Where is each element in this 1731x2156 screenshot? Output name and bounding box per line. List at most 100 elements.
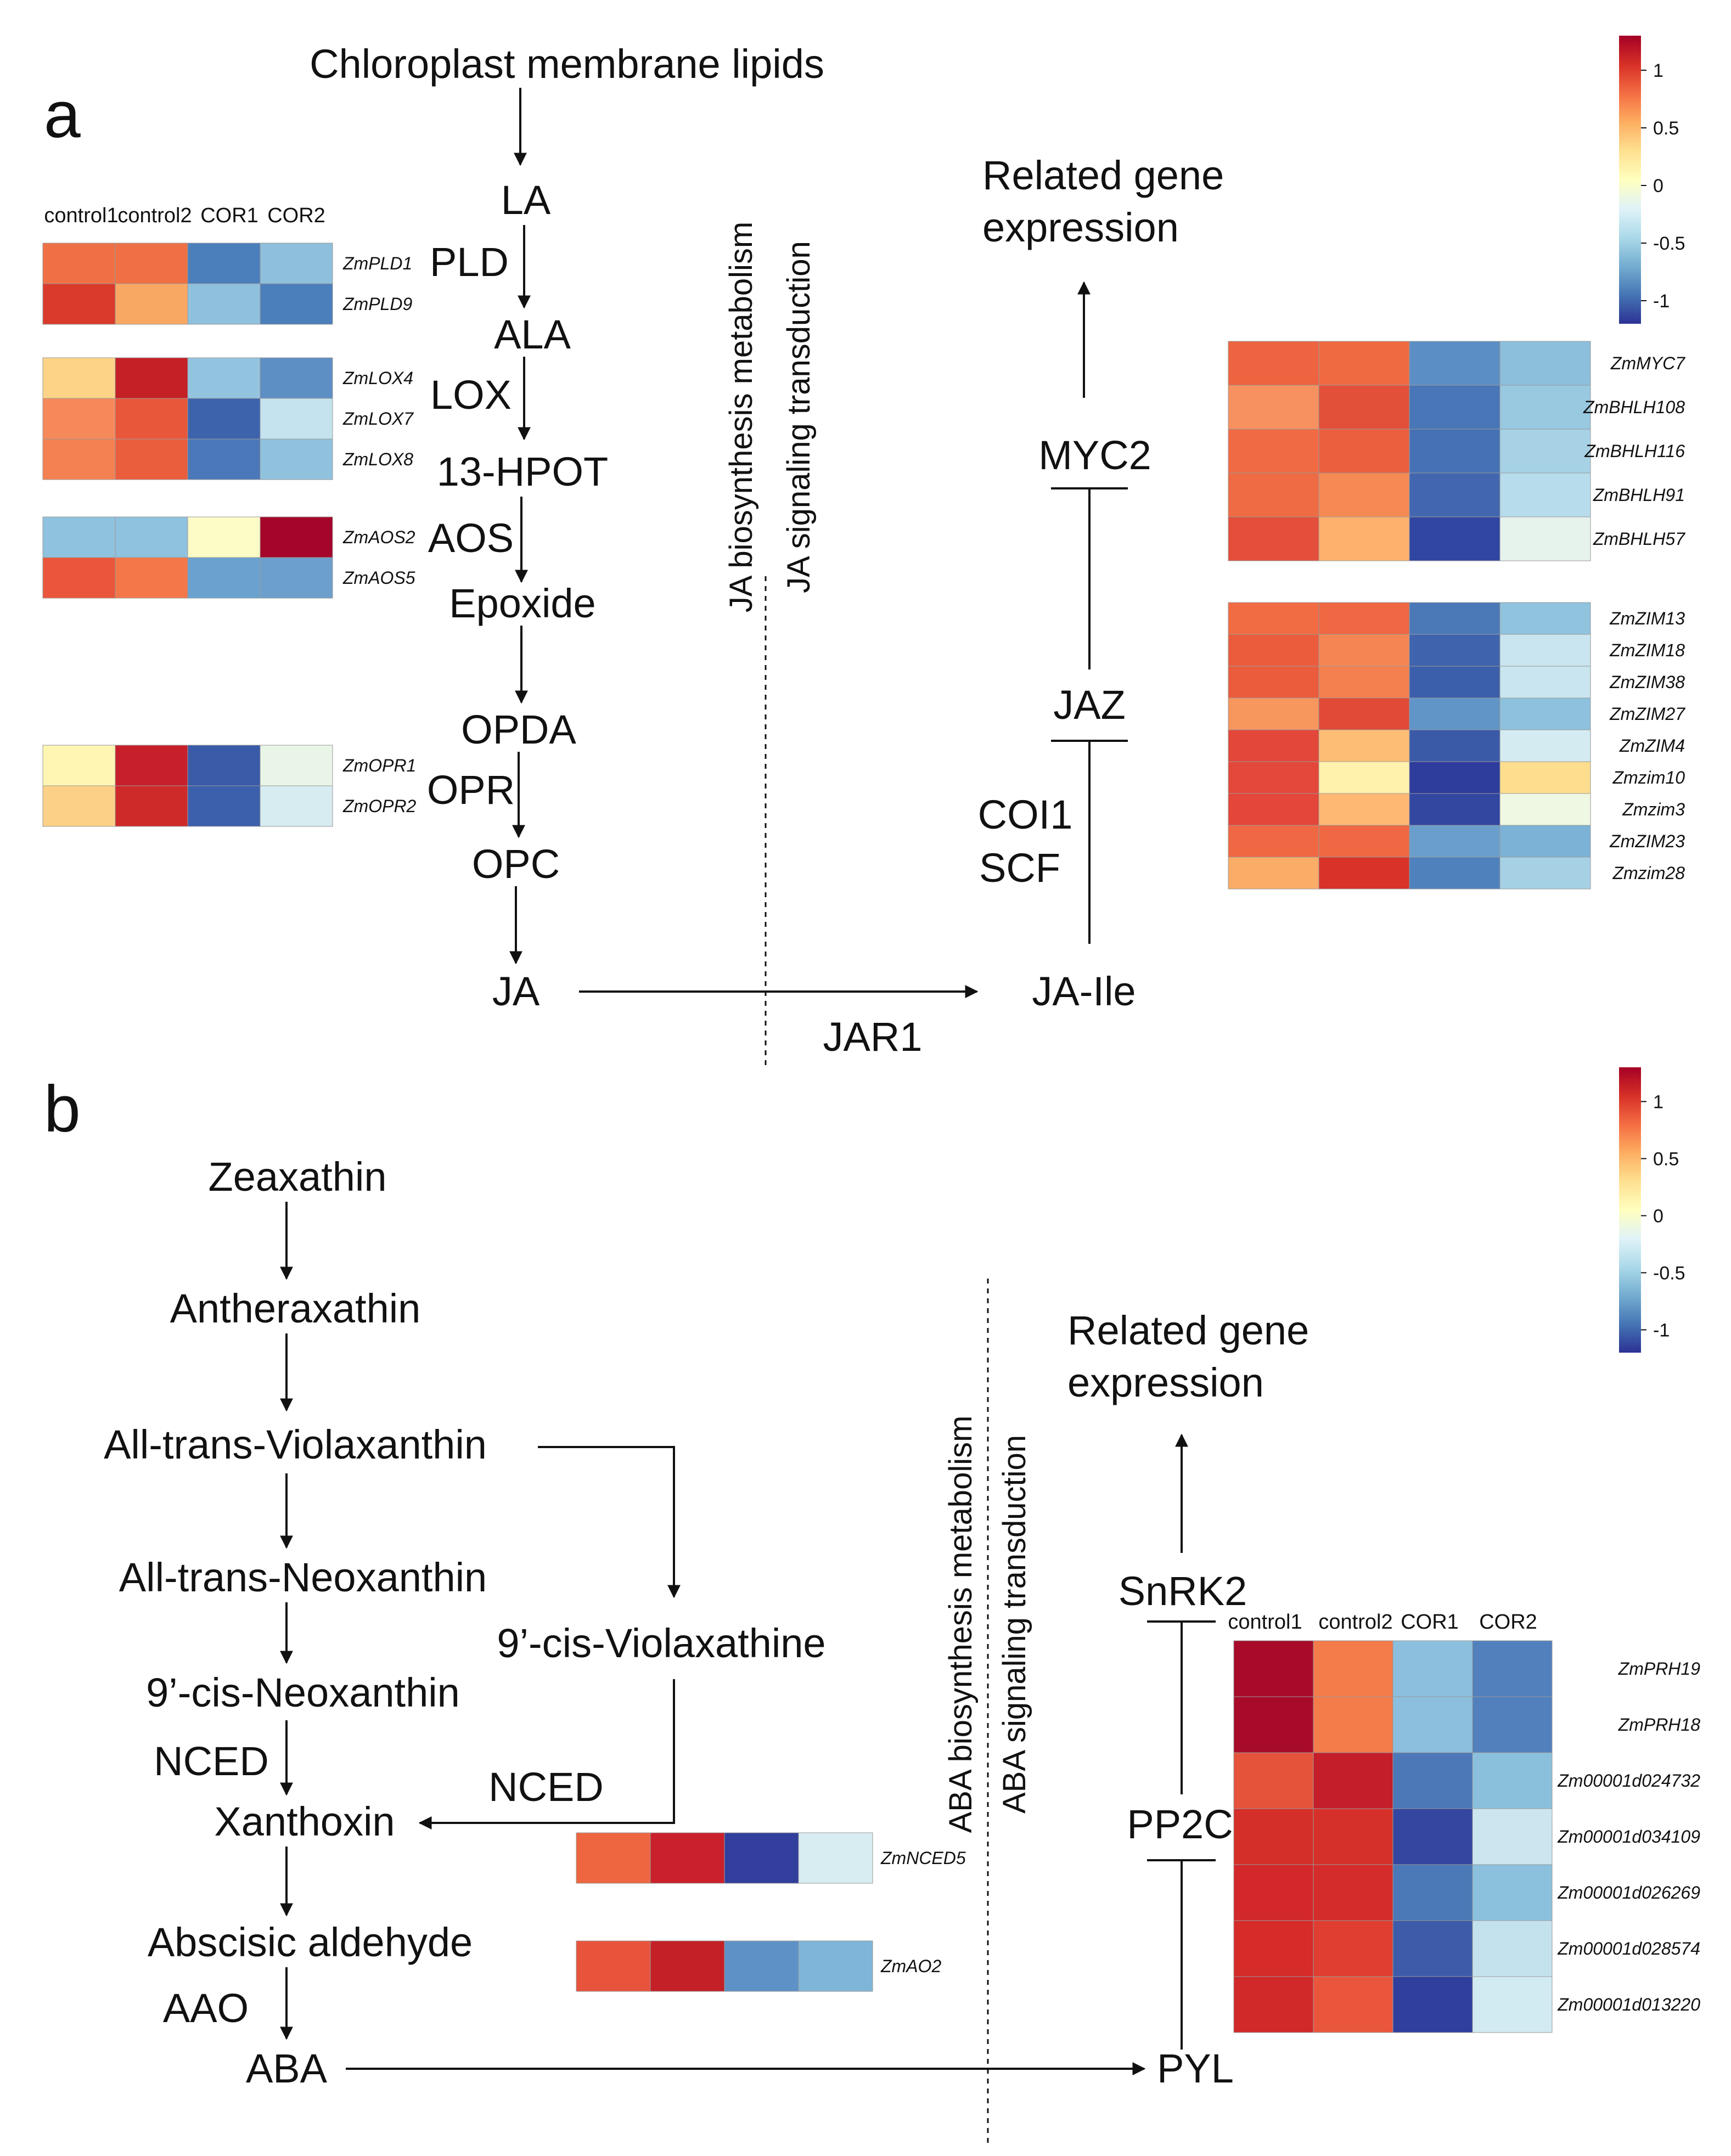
- aba-nced-heatmaps: ZmNCED5 ZmAO2: [576, 1832, 966, 1992]
- aba-right-col-header-2: COR1: [1401, 1611, 1459, 1634]
- aba-right-cell-5-2: [1392, 1920, 1473, 1977]
- aba-right-cell-1-1: [1313, 1696, 1393, 1753]
- ja-left-2-cell-1-0: [42, 557, 116, 599]
- ja-right-1-gene-6: Zmzim3: [1622, 800, 1685, 819]
- jar1-label: JAR1: [823, 1014, 923, 1060]
- aba-right-cell-0-2: [1392, 1640, 1473, 1697]
- ja-right-1-cell-7-3: [1499, 825, 1591, 858]
- aba-right-cell-3-0: [1233, 1808, 1314, 1865]
- aos-label: AOS: [428, 515, 514, 561]
- ja-right-1-cell-6-2: [1409, 793, 1500, 826]
- legend-b-colorbar: [1619, 1067, 1641, 1353]
- opr-label: OPR: [427, 767, 515, 813]
- ja-right-1-cell-4-1: [1318, 729, 1410, 762]
- ja-left-1-cell-0-1: [115, 357, 188, 399]
- aba-right-gene-2: Zm00001d024732: [1557, 1771, 1700, 1791]
- legend-a-tick-3: -0.5: [1653, 233, 1685, 254]
- cis-violaxathine-label: 9’-cis-Violaxathine: [497, 1620, 825, 1666]
- neoxanthin-label: All-trans-Neoxanthin: [119, 1555, 487, 1600]
- aba-signaling-label: ABA signaling transduction: [997, 1435, 1032, 1814]
- aba-nced-1-cell-0-3: [798, 1940, 873, 1992]
- aba-right-cell-1-3: [1472, 1696, 1553, 1753]
- aba-nced-gene-0: ZmNCED5: [880, 1848, 966, 1868]
- ja-left-0-cell-1-0: [42, 283, 116, 325]
- ja-left-1-cell-0-3: [260, 357, 333, 399]
- ja-right-0-cell-3-0: [1228, 472, 1319, 517]
- aba-right-cell-3-3: [1472, 1808, 1553, 1865]
- ja-right-1-cell-1-3: [1499, 634, 1591, 667]
- ja-related-gene-label: Related gene: [982, 153, 1224, 198]
- ja-left-3-cell-1-2: [187, 785, 261, 827]
- ja-right-1-gene-1: ZmZIM18: [1609, 640, 1685, 660]
- aba-right-gene-6: Zm00001d013220: [1557, 1995, 1700, 2014]
- legend-a-colorbar: [1619, 36, 1641, 324]
- ja-right-1-gene-8: Zmzim28: [1612, 863, 1685, 883]
- aba-right-cell-5-3: [1472, 1920, 1553, 1977]
- ja-left-2-cell-0-0: [42, 516, 116, 558]
- aba-right-heatmap: ZmPRH19 ZmPRH18 Zm00001d024732 Zm00001d0341…: [1228, 1611, 1700, 2033]
- ja-right-1-cell-7-2: [1409, 825, 1500, 858]
- ja-right-1-cell-6-0: [1228, 793, 1319, 826]
- legend-b-tick-4: -1: [1653, 1320, 1670, 1341]
- ja-right-1-gene-7: ZmZIM23: [1609, 831, 1685, 851]
- aba-label: ABA: [246, 2046, 328, 2091]
- xanthoxin-label: Xanthoxin: [214, 1799, 395, 1844]
- ja-signaling-label: JA signaling transduction: [781, 241, 817, 593]
- ja-right-0-cell-4-3: [1499, 516, 1591, 561]
- panel-a-label: a: [44, 78, 81, 151]
- ja-left-0-cell-0-3: [260, 243, 333, 284]
- ja-right-1-gene-4: ZmZIM4: [1619, 736, 1685, 756]
- ja-left-2-cell-1-3: [260, 557, 333, 599]
- aba-nced-1-cell-0-0: [576, 1940, 651, 1992]
- ja-right-0-cell-1-2: [1409, 385, 1500, 430]
- ja-left-3-cell-1-0: [42, 785, 116, 827]
- ja-left-1-cell-1-0: [42, 398, 116, 440]
- ja-right-1-cell-5-3: [1499, 761, 1591, 794]
- ja-left-2-gene-1: ZmAOS5: [342, 568, 415, 588]
- ja-right-1-cell-5-2: [1409, 761, 1500, 794]
- ja-left-0-gene-0: ZmPLD1: [342, 254, 412, 273]
- ja-right-1-cell-2-3: [1499, 666, 1591, 699]
- ja-left-col-header-1: control2: [117, 204, 192, 227]
- ja-right-0-gene-4: ZmBHLH57: [1593, 529, 1685, 549]
- ja-left-2-cell-1-2: [187, 557, 261, 599]
- ja-left-0-cell-0-1: [115, 243, 188, 284]
- aba-right-gene-1: ZmPRH18: [1618, 1715, 1701, 1735]
- aba-nced-1-cell-0-1: [650, 1940, 725, 1992]
- ja-right-1-cell-8-1: [1318, 857, 1410, 890]
- ja-right-1-cell-3-1: [1318, 697, 1410, 730]
- ja-right-1-cell-5-1: [1318, 761, 1410, 794]
- aba-right-cell-6-1: [1313, 1976, 1393, 2033]
- scf-label: SCF: [979, 845, 1060, 891]
- aao-label: AAO: [163, 1985, 249, 2031]
- aba-right-gene-5: Zm00001d028574: [1557, 1939, 1700, 1958]
- aba-right-cell-0-0: [1233, 1640, 1314, 1697]
- ja-left-1-gene-1: ZmLOX7: [342, 409, 414, 429]
- ja-left-2-gene-0: ZmAOS2: [342, 527, 415, 547]
- ja-right-1-cell-3-2: [1409, 697, 1500, 730]
- aba-right-col-header-0: control1: [1228, 1611, 1302, 1634]
- ja-ile-label: JA-Ile: [1032, 969, 1136, 1014]
- ja-right-1-cell-7-0: [1228, 825, 1319, 858]
- ja-right-0-cell-3-2: [1409, 472, 1500, 517]
- ja-left-2-cell-0-1: [115, 516, 188, 558]
- cis-neoxanthin-label: 9’-cis-Neoxanthin: [146, 1670, 460, 1715]
- ja-right-1-gene-5: Zmzim10: [1612, 768, 1685, 787]
- ja-right-1-cell-2-2: [1409, 666, 1500, 699]
- ja-left-0-gene-1: ZmPLD9: [342, 294, 412, 314]
- aba-nced-1-cell-0-2: [724, 1940, 799, 1992]
- aba-right-cell-0-1: [1313, 1640, 1393, 1697]
- ja-left-1-cell-2-2: [187, 438, 261, 480]
- aba-right-cell-2-0: [1233, 1752, 1314, 1809]
- ja-left-0-cell-0-0: [42, 243, 116, 284]
- epoxide-label: Epoxide: [449, 581, 595, 626]
- antheraxathin-label: Antheraxathin: [170, 1286, 421, 1331]
- ja-left-3-cell-0-0: [42, 745, 116, 786]
- ja-left-1-cell-0-0: [42, 357, 116, 399]
- legend-b: 1 0.5 0 -0.5 -1: [1619, 1067, 1685, 1353]
- ja-right-1-cell-2-1: [1318, 666, 1410, 699]
- aba-nced-0-cell-0-2: [724, 1832, 799, 1884]
- ja-right-1-cell-8-3: [1499, 857, 1591, 890]
- hpot-label: 13-HPOT: [437, 449, 609, 494]
- ja-left-1-cell-1-3: [260, 398, 333, 440]
